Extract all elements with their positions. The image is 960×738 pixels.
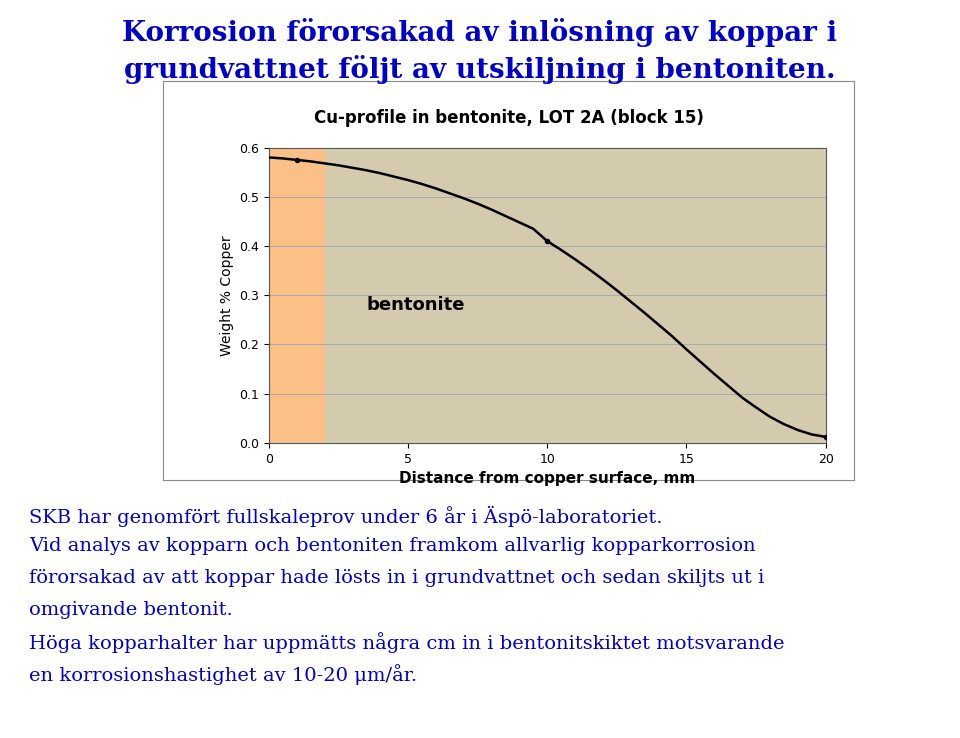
Text: Vid analys av kopparn och bentoniten framkom allvarlig kopparkorrosion: Vid analys av kopparn och bentoniten fra… [29, 537, 756, 555]
X-axis label: Distance from copper surface, mm: Distance from copper surface, mm [399, 471, 695, 486]
Text: omgivande bentonit.: omgivande bentonit. [29, 601, 232, 618]
Text: Korrosion förorsakad av inlösning av koppar i: Korrosion förorsakad av inlösning av kop… [123, 18, 837, 47]
Text: SKB har genomfört fullskaleprov under 6 år i Äspö-laboratoriet.: SKB har genomfört fullskaleprov under 6 … [29, 506, 662, 527]
Text: Höga kopparhalter har uppmätts några cm in i bentonitskiktet motsvarande: Höga kopparhalter har uppmätts några cm … [29, 632, 784, 653]
Text: bentonite: bentonite [367, 296, 465, 314]
Text: Cu-profile in bentonite, LOT 2A (block 15): Cu-profile in bentonite, LOT 2A (block 1… [314, 109, 704, 127]
Bar [269, 148, 324, 443]
Text: förorsakad av att koppar hade lösts in i grundvattnet och sedan skiljts ut i: förorsakad av att koppar hade lösts in i… [29, 569, 764, 587]
Y-axis label: Weight % Copper: Weight % Copper [220, 235, 233, 356]
Text: grundvattnet följt av utskiljning i bentoniten.: grundvattnet följt av utskiljning i bent… [124, 55, 836, 84]
Text: en korrosionshastighet av 10-20 μm/år.: en korrosionshastighet av 10-20 μm/år. [29, 664, 417, 685]
